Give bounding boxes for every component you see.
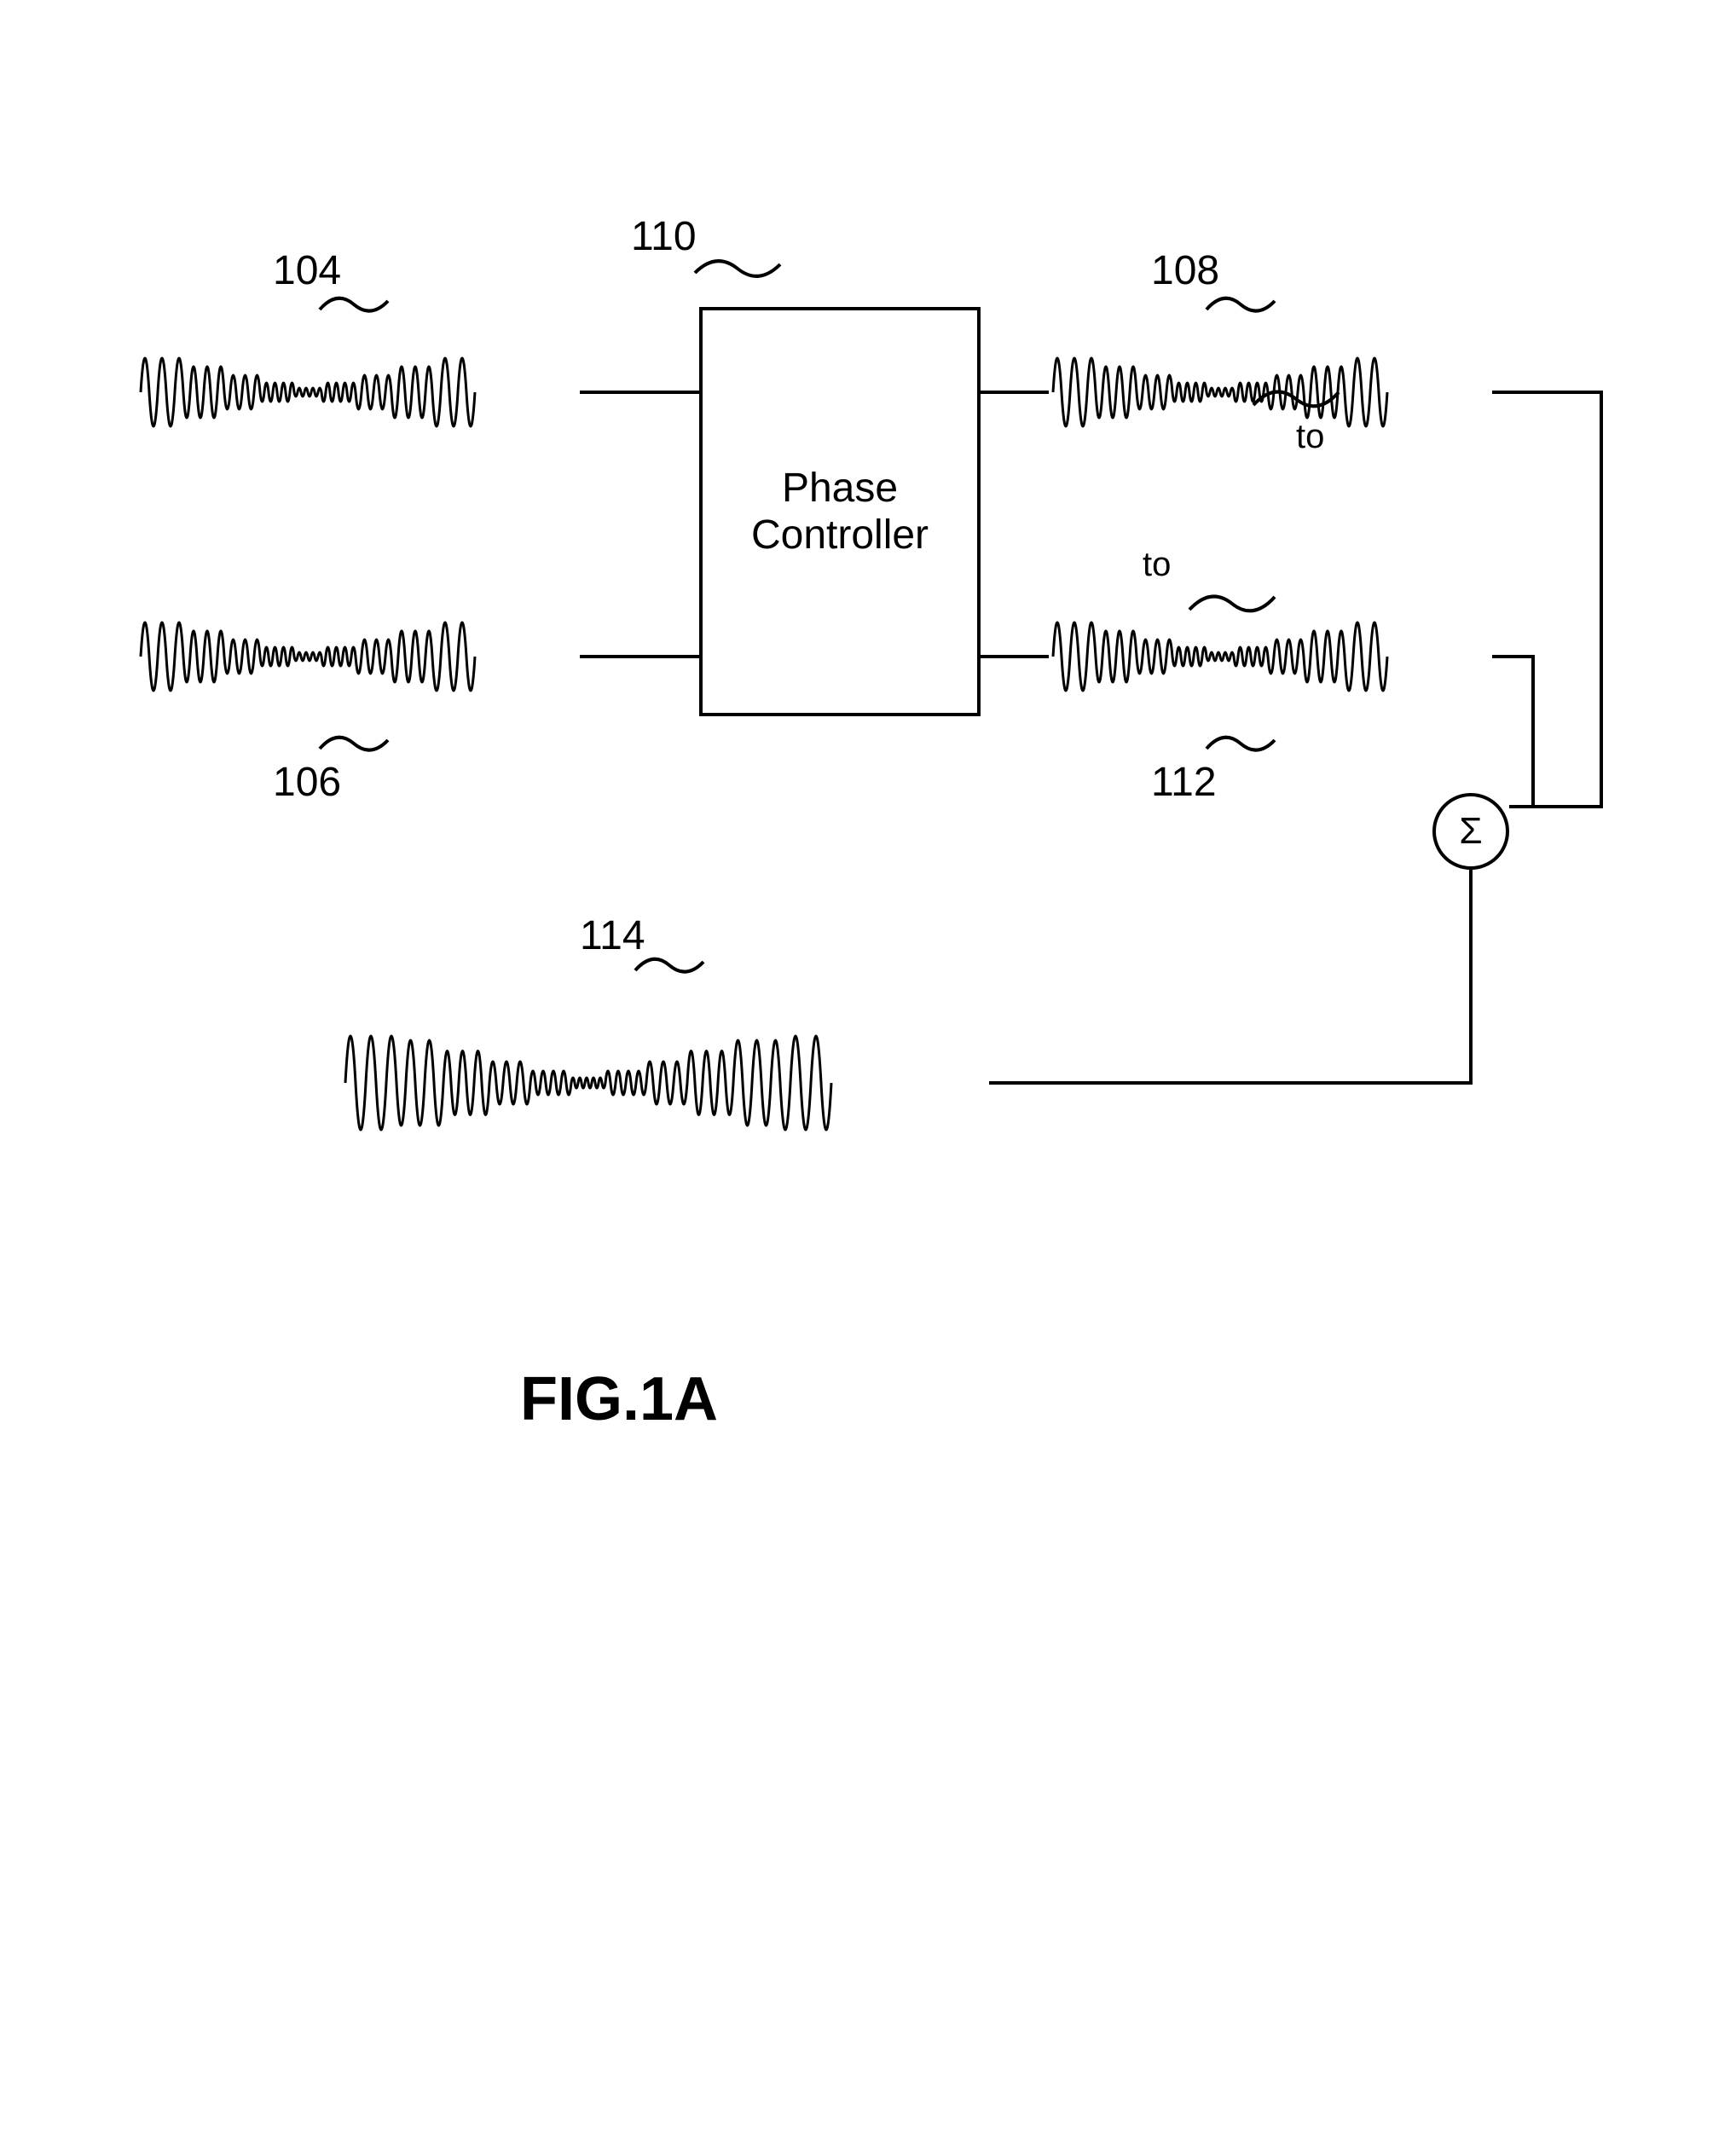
wire-106-to-pc xyxy=(580,655,699,658)
tilde-114 xyxy=(631,946,708,985)
wire-112-v xyxy=(1531,655,1535,808)
phase-controller-box: Phase Controller xyxy=(699,307,981,716)
chirp-104 xyxy=(136,315,580,469)
wire-112-h xyxy=(1492,655,1535,658)
ref-106: 106 xyxy=(273,759,341,806)
to-label-112: to xyxy=(1143,546,1171,584)
wire-sum-v xyxy=(1469,870,1473,1083)
phase-controller-line1: Phase xyxy=(782,465,898,512)
tilde-106 xyxy=(315,725,392,763)
phase-controller-line2: Controller xyxy=(751,512,929,559)
sum-node: Σ xyxy=(1432,793,1509,870)
ref-112: 112 xyxy=(1151,759,1217,806)
sum-symbol: Σ xyxy=(1459,810,1482,853)
wire-sum-h xyxy=(989,1081,1473,1085)
tilde-to-112 xyxy=(1185,580,1279,627)
wire-108-h xyxy=(1492,391,1603,394)
tilde-104 xyxy=(315,286,392,324)
signal-diagram: Phase Controller 110 104 106 108 112 114… xyxy=(102,128,1637,2004)
chirp-114 xyxy=(341,981,989,1185)
ref-110: 110 xyxy=(631,213,697,260)
tilde-110 xyxy=(691,247,784,290)
tilde-112 xyxy=(1202,725,1279,763)
wire-108-v xyxy=(1600,391,1603,808)
chirp-106 xyxy=(136,580,580,733)
wire-pc-to-112 xyxy=(981,655,1049,658)
wire-104-to-pc xyxy=(580,391,699,394)
to-label-108: to xyxy=(1296,418,1324,456)
wire-pc-to-108 xyxy=(981,391,1049,394)
tilde-to-108 xyxy=(1249,375,1343,422)
tilde-108 xyxy=(1202,286,1279,324)
wire-112-h2 xyxy=(1509,805,1535,808)
figure-label: FIG.1A xyxy=(520,1364,718,1434)
